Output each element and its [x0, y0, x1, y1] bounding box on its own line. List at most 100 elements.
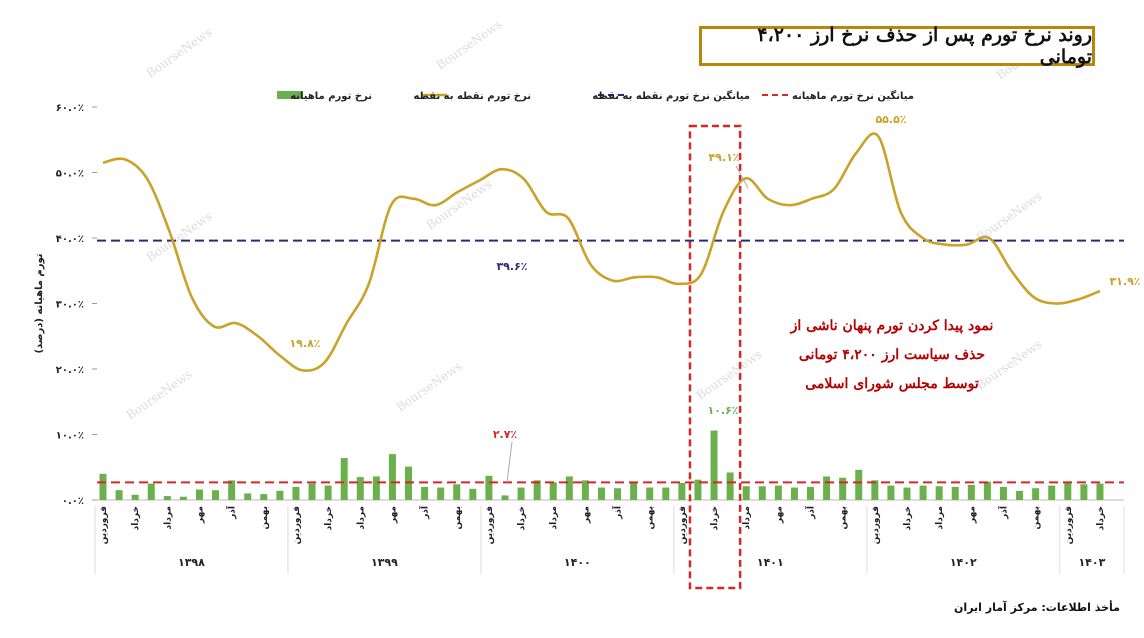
- annotation-leader: [506, 441, 513, 483]
- monthly-bar: [131, 494, 139, 500]
- monthly-bar: [485, 475, 493, 500]
- month-tick-label: بهمن: [1032, 506, 1042, 529]
- monthly-bar: [308, 483, 316, 500]
- legend-label: نرخ تورم نقطه به نقطه: [413, 91, 531, 102]
- data-annotation: ۱۹.۸٪: [289, 337, 320, 350]
- monthly-bar: [758, 486, 766, 500]
- monthly-bar: [694, 479, 702, 500]
- y-tick-label: ۳۰.۰٪: [56, 300, 84, 311]
- monthly-bar: [388, 454, 396, 500]
- month-tick-label: خرداد: [1096, 506, 1106, 530]
- month-tick-label: مرداد: [356, 506, 366, 530]
- chart-title: روند نرخ تورم پس از حذف نرخ ارز ۴،۲۰۰ تو…: [699, 24, 1095, 68]
- monthly-bar: [549, 482, 557, 500]
- y-tick-label: ۵۰.۰٪: [56, 169, 84, 180]
- monthly-bar: [855, 469, 863, 500]
- month-tick-label: آذر: [612, 505, 624, 520]
- data-annotation: ۳۱.۹٪: [1109, 275, 1140, 288]
- data-annotation: ۳۹.۶٪: [496, 260, 527, 273]
- monthly-bar: [260, 494, 268, 500]
- watermark-text: BourseNews: [144, 209, 215, 265]
- x-axis: فروردین خرداد مرداد مهر آذر بهمن فروردین خرداد م…: [94, 505, 1125, 574]
- data-annotation: ۵۵.۵٪: [875, 113, 906, 126]
- monthly-bar: [1080, 484, 1088, 500]
- month-tick-label: فروردین: [292, 506, 302, 544]
- monthly-bar: [1032, 488, 1040, 500]
- month-tick-label: خرداد: [903, 506, 913, 530]
- monthly-bar: [453, 484, 461, 500]
- year-label: ۱۴۰۲: [950, 556, 977, 569]
- monthly-bar: [919, 485, 927, 500]
- month-tick-label: فروردین: [871, 506, 881, 544]
- data-annotation: ۲.۷٪: [493, 428, 517, 441]
- y-tick-label: ۴۰.۰٪: [56, 234, 84, 245]
- monthly-bar: [163, 496, 171, 500]
- month-tick-label: آذر: [997, 505, 1009, 520]
- p2p-series-line: [102, 132, 1101, 372]
- monthly-bar: [1064, 482, 1072, 500]
- monthly-bar: [324, 485, 332, 500]
- month-tick-label: مهر: [388, 506, 398, 524]
- monthly-bar: [340, 458, 348, 500]
- annotation-leader: [735, 165, 749, 189]
- monthly-bar: [823, 476, 831, 500]
- p2p-line: [102, 132, 1101, 372]
- monthly-bar: [292, 486, 300, 500]
- highlight-region: [688, 124, 742, 590]
- month-tick-label: مرداد: [742, 506, 752, 530]
- monthly-bar: [903, 487, 911, 500]
- month-tick-label: فروردین: [678, 506, 688, 544]
- monthly-bar: [421, 486, 429, 500]
- highlight-box: [688, 124, 742, 590]
- monthly-bar: [967, 484, 975, 500]
- monthly-bar: [790, 487, 798, 500]
- month-tick-label: آذر: [226, 505, 238, 520]
- y-tick-label: ۲۰.۰٪: [56, 365, 84, 376]
- monthly-bar: [662, 487, 670, 500]
- monthly-bar: [742, 486, 750, 500]
- legend-swatch: [277, 91, 303, 99]
- monthly-bar: [581, 480, 589, 500]
- month-tick-label: فروردین: [485, 506, 495, 544]
- monthly-bar: [999, 486, 1007, 500]
- monthly-bar: [774, 485, 782, 500]
- monthly-bar: [1016, 490, 1024, 500]
- month-tick-label: آذر: [419, 505, 431, 520]
- y-axis: ۰.۰٪ ۱۰.۰٪ ۲۰.۰٪ ۳۰.۰٪ ۴۰.۰٪ ۵۰.۰٪ ۶۰.۰٪ تورم م…: [34, 103, 84, 507]
- monthly-bar: [646, 487, 654, 500]
- month-tick-label: مهر: [774, 506, 784, 524]
- legend: نرخ تورم ماهیانه نرخ تورم نقطه به نقطه میا…: [277, 89, 914, 102]
- legend-label: نرخ تورم ماهیانه: [290, 91, 372, 102]
- month-tick-label: بهمن: [453, 506, 463, 529]
- monthly-bar: [1048, 485, 1056, 500]
- y-tick-label: ۰.۰٪: [62, 496, 84, 507]
- monthly-bar: [565, 476, 573, 500]
- month-tick-label: بهمن: [260, 506, 270, 529]
- legend-label: میانگین نرخ تورم نقطه به نقطه: [592, 89, 750, 102]
- monthly-bar: [244, 493, 252, 500]
- note-line-3: توسط مجلس شورای اسلامی: [805, 376, 979, 392]
- watermark-text: BourseNews: [124, 367, 195, 423]
- legend-label: میانگین نرخ تورم ماهیانه: [792, 89, 914, 102]
- monthly-bar: [99, 473, 107, 500]
- monthly-bar: [469, 488, 477, 500]
- chart-grid: [92, 106, 1124, 501]
- month-tick-label: فروردین: [1064, 506, 1074, 544]
- month-tick-label: مهر: [967, 506, 977, 524]
- month-tick-label: بهمن: [646, 506, 656, 529]
- monthly-bar: [951, 486, 959, 500]
- year-label: ۱۴۰۳: [1078, 556, 1105, 569]
- year-label: ۱۳۹۹: [371, 556, 398, 569]
- year-label: ۱۴۰۰: [564, 556, 591, 569]
- watermark-text: BourseNews: [434, 17, 505, 73]
- monthly-bar: [935, 486, 943, 500]
- monthly-bar: [195, 489, 203, 500]
- monthly-bar: [533, 480, 541, 500]
- monthly-bar: [710, 430, 718, 500]
- monthly-bar: [807, 486, 815, 500]
- monthly-bar: [228, 480, 236, 500]
- monthly-bar: [839, 477, 847, 500]
- month-tick-label: خرداد: [131, 506, 141, 530]
- monthly-bar: [147, 483, 155, 500]
